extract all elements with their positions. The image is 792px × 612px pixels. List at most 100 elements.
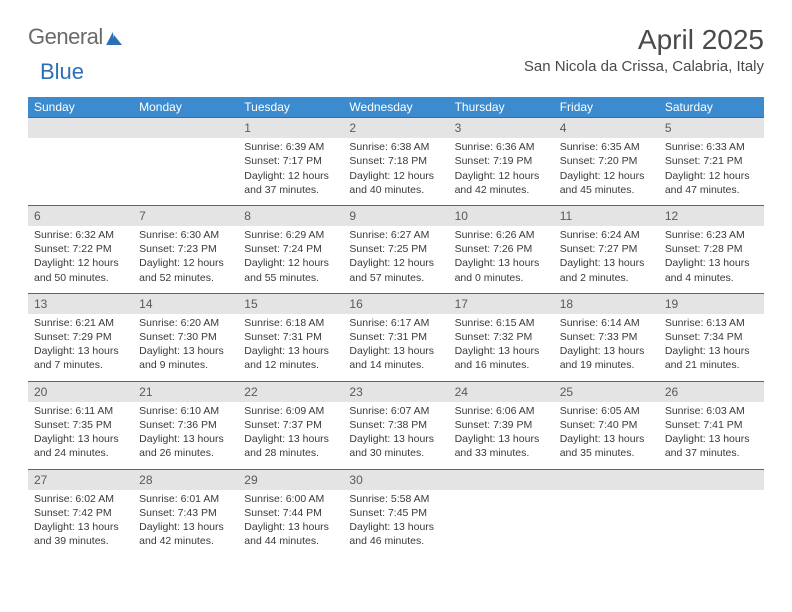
daylight-text: Daylight: 12 hours and 45 minutes. xyxy=(560,169,653,197)
sunrise-text: Sunrise: 6:29 AM xyxy=(244,228,337,242)
day-cell: 19Sunrise: 6:13 AMSunset: 7:34 PMDayligh… xyxy=(659,293,764,381)
sunset-text: Sunset: 7:22 PM xyxy=(34,242,127,256)
daylight-text: Daylight: 13 hours and 21 minutes. xyxy=(665,344,758,372)
day-number: 14 xyxy=(133,293,238,314)
day-cell: 13Sunrise: 6:21 AMSunset: 7:29 PMDayligh… xyxy=(28,293,133,381)
day-body: Sunrise: 5:58 AMSunset: 7:45 PMDaylight:… xyxy=(343,490,448,557)
weekday-header: Sunday xyxy=(28,97,133,117)
day-body: Sunrise: 6:27 AMSunset: 7:25 PMDaylight:… xyxy=(343,226,448,293)
sunset-text: Sunset: 7:42 PM xyxy=(34,506,127,520)
day-body: Sunrise: 6:24 AMSunset: 7:27 PMDaylight:… xyxy=(554,226,659,293)
sunset-text: Sunset: 7:18 PM xyxy=(349,154,442,168)
sunset-text: Sunset: 7:26 PM xyxy=(455,242,548,256)
sunrise-text: Sunrise: 6:09 AM xyxy=(244,404,337,418)
sunset-text: Sunset: 7:17 PM xyxy=(244,154,337,168)
week-row: 13Sunrise: 6:21 AMSunset: 7:29 PMDayligh… xyxy=(28,293,764,381)
daylight-text: Daylight: 13 hours and 9 minutes. xyxy=(139,344,232,372)
weekday-header: Saturday xyxy=(659,97,764,117)
daylight-text: Daylight: 13 hours and 28 minutes. xyxy=(244,432,337,460)
sunrise-text: Sunrise: 6:06 AM xyxy=(455,404,548,418)
weekday-header-row: Sunday Monday Tuesday Wednesday Thursday… xyxy=(28,97,764,117)
weekday-header: Tuesday xyxy=(238,97,343,117)
sunrise-text: Sunrise: 6:03 AM xyxy=(665,404,758,418)
day-number: 8 xyxy=(238,205,343,226)
day-cell: 30Sunrise: 5:58 AMSunset: 7:45 PMDayligh… xyxy=(343,469,448,557)
day-body: Sunrise: 6:13 AMSunset: 7:34 PMDaylight:… xyxy=(659,314,764,381)
day-body: Sunrise: 6:14 AMSunset: 7:33 PMDaylight:… xyxy=(554,314,659,381)
daylight-text: Daylight: 13 hours and 30 minutes. xyxy=(349,432,442,460)
sunrise-text: Sunrise: 6:39 AM xyxy=(244,140,337,154)
daylight-text: Daylight: 13 hours and 12 minutes. xyxy=(244,344,337,372)
sunrise-text: Sunrise: 6:24 AM xyxy=(560,228,653,242)
day-body: Sunrise: 6:01 AMSunset: 7:43 PMDaylight:… xyxy=(133,490,238,557)
day-cell: 24Sunrise: 6:06 AMSunset: 7:39 PMDayligh… xyxy=(449,381,554,469)
day-body: Sunrise: 6:21 AMSunset: 7:29 PMDaylight:… xyxy=(28,314,133,381)
sunset-text: Sunset: 7:36 PM xyxy=(139,418,232,432)
sunset-text: Sunset: 7:45 PM xyxy=(349,506,442,520)
day-cell: 18Sunrise: 6:14 AMSunset: 7:33 PMDayligh… xyxy=(554,293,659,381)
day-cell: 29Sunrise: 6:00 AMSunset: 7:44 PMDayligh… xyxy=(238,469,343,557)
day-body-empty xyxy=(659,490,764,514)
day-number: 21 xyxy=(133,381,238,402)
day-number: 1 xyxy=(238,117,343,138)
day-body: Sunrise: 6:10 AMSunset: 7:36 PMDaylight:… xyxy=(133,402,238,469)
day-cell: 22Sunrise: 6:09 AMSunset: 7:37 PMDayligh… xyxy=(238,381,343,469)
day-body: Sunrise: 6:18 AMSunset: 7:31 PMDaylight:… xyxy=(238,314,343,381)
day-cell: 6Sunrise: 6:32 AMSunset: 7:22 PMDaylight… xyxy=(28,205,133,293)
daylight-text: Daylight: 13 hours and 7 minutes. xyxy=(34,344,127,372)
day-body: Sunrise: 6:30 AMSunset: 7:23 PMDaylight:… xyxy=(133,226,238,293)
week-row: 27Sunrise: 6:02 AMSunset: 7:42 PMDayligh… xyxy=(28,469,764,557)
daylight-text: Daylight: 13 hours and 33 minutes. xyxy=(455,432,548,460)
daylight-text: Daylight: 12 hours and 57 minutes. xyxy=(349,256,442,284)
sunrise-text: Sunrise: 6:07 AM xyxy=(349,404,442,418)
logo: General xyxy=(28,24,122,50)
day-number: 6 xyxy=(28,205,133,226)
day-number: 5 xyxy=(659,117,764,138)
sunset-text: Sunset: 7:32 PM xyxy=(455,330,548,344)
day-number xyxy=(449,469,554,490)
day-cell: 4Sunrise: 6:35 AMSunset: 7:20 PMDaylight… xyxy=(554,117,659,205)
sunrise-text: Sunrise: 5:58 AM xyxy=(349,492,442,506)
day-cell: 20Sunrise: 6:11 AMSunset: 7:35 PMDayligh… xyxy=(28,381,133,469)
day-number: 18 xyxy=(554,293,659,314)
day-cell: 12Sunrise: 6:23 AMSunset: 7:28 PMDayligh… xyxy=(659,205,764,293)
sunrise-text: Sunrise: 6:10 AM xyxy=(139,404,232,418)
day-cell: 23Sunrise: 6:07 AMSunset: 7:38 PMDayligh… xyxy=(343,381,448,469)
daylight-text: Daylight: 13 hours and 35 minutes. xyxy=(560,432,653,460)
day-number: 17 xyxy=(449,293,554,314)
sunrise-text: Sunrise: 6:33 AM xyxy=(665,140,758,154)
day-body: Sunrise: 6:11 AMSunset: 7:35 PMDaylight:… xyxy=(28,402,133,469)
daylight-text: Daylight: 13 hours and 44 minutes. xyxy=(244,520,337,548)
day-number: 15 xyxy=(238,293,343,314)
sunrise-text: Sunrise: 6:14 AM xyxy=(560,316,653,330)
day-number: 27 xyxy=(28,469,133,490)
weekday-header: Wednesday xyxy=(343,97,448,117)
sunrise-text: Sunrise: 6:15 AM xyxy=(455,316,548,330)
daylight-text: Daylight: 13 hours and 46 minutes. xyxy=(349,520,442,548)
sunrise-text: Sunrise: 6:00 AM xyxy=(244,492,337,506)
sunrise-text: Sunrise: 6:20 AM xyxy=(139,316,232,330)
day-body-empty xyxy=(554,490,659,514)
day-body: Sunrise: 6:39 AMSunset: 7:17 PMDaylight:… xyxy=(238,138,343,205)
day-body: Sunrise: 6:05 AMSunset: 7:40 PMDaylight:… xyxy=(554,402,659,469)
sunset-text: Sunset: 7:21 PM xyxy=(665,154,758,168)
sunset-text: Sunset: 7:29 PM xyxy=(34,330,127,344)
daylight-text: Daylight: 12 hours and 55 minutes. xyxy=(244,256,337,284)
page-title: April 2025 xyxy=(524,24,764,56)
day-number: 26 xyxy=(659,381,764,402)
day-cell: 14Sunrise: 6:20 AMSunset: 7:30 PMDayligh… xyxy=(133,293,238,381)
day-number xyxy=(133,117,238,138)
logo-text-1: General xyxy=(28,24,103,50)
sunrise-text: Sunrise: 6:36 AM xyxy=(455,140,548,154)
day-body-empty xyxy=(133,138,238,162)
day-number: 24 xyxy=(449,381,554,402)
day-number: 22 xyxy=(238,381,343,402)
sunset-text: Sunset: 7:40 PM xyxy=(560,418,653,432)
sunset-text: Sunset: 7:25 PM xyxy=(349,242,442,256)
day-cell xyxy=(659,469,764,557)
day-body: Sunrise: 6:17 AMSunset: 7:31 PMDaylight:… xyxy=(343,314,448,381)
day-number xyxy=(28,117,133,138)
calendar: Sunday Monday Tuesday Wednesday Thursday… xyxy=(28,97,764,556)
day-cell: 7Sunrise: 6:30 AMSunset: 7:23 PMDaylight… xyxy=(133,205,238,293)
sunset-text: Sunset: 7:43 PM xyxy=(139,506,232,520)
